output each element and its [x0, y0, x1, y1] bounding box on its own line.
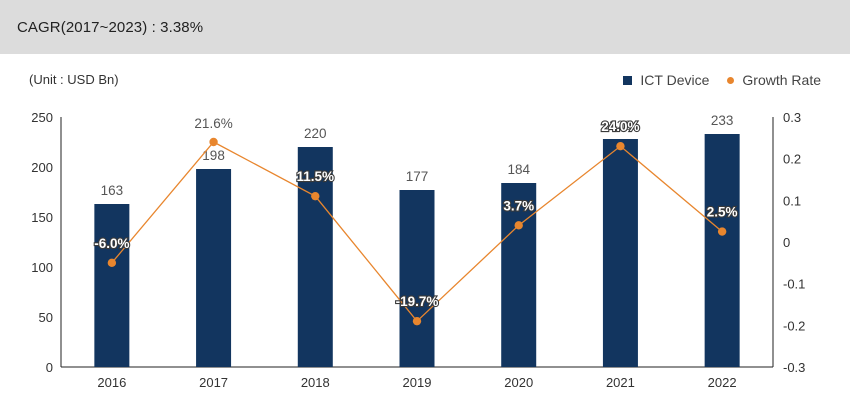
bar: [602, 139, 638, 367]
rate-labels: -6.0% 21.6% 11.5% -19.7% 3.7% 24.0% 2.5%: [93, 116, 739, 310]
dot-swatch-icon: [727, 76, 735, 84]
left-tick-label: 250: [31, 110, 53, 125]
growth-rate-point: [514, 221, 523, 230]
x-tick-label: 2016: [97, 375, 126, 390]
right-tick-label: 0.3: [783, 110, 801, 125]
legend-label-ict-device: ICT Device: [640, 72, 710, 88]
left-tick-label: 0: [46, 360, 53, 375]
x-tick-label: 2022: [708, 375, 737, 390]
bar-swatch-icon: [623, 75, 633, 85]
x-tick-label: 2020: [504, 375, 533, 390]
bar-value-label: 233: [711, 113, 734, 128]
right-tick-label: -0.3: [783, 360, 805, 375]
chart-header: CAGR(2017~2023) : 3.38%: [0, 0, 850, 54]
legend-item-growth-rate: Growth Rate: [727, 72, 821, 88]
bar: [399, 190, 435, 367]
growth-rate-label: 3.7%: [503, 198, 534, 213]
bar: [501, 183, 537, 367]
growth-rate-label: 2.5%: [707, 205, 738, 220]
growth-rate-point: [616, 141, 625, 151]
bar-value-label: 228: [609, 118, 632, 133]
left-tick-label: 50: [39, 310, 53, 325]
right-tick-label: 0.1: [783, 193, 801, 208]
growth-rate-label: -6.0%: [94, 236, 129, 251]
growth-rate-point: [209, 137, 218, 147]
bar: [94, 204, 130, 367]
x-tick-label: 2017: [199, 375, 228, 390]
bar-value-label: 220: [304, 126, 327, 141]
bar: [196, 169, 232, 367]
growth-rate-point: [412, 316, 422, 326]
bar-value-label: 184: [507, 162, 530, 177]
left-tick-label: 150: [31, 210, 53, 225]
growth-rate-label: -19.7%: [396, 294, 439, 309]
right-tick-label: 0.2: [783, 152, 801, 167]
bar-series: [94, 134, 740, 367]
right-tick-label: -0.1: [783, 277, 805, 292]
bar-value-label: 198: [202, 148, 225, 163]
bar-value-label: 163: [101, 183, 124, 198]
growth-rate-point: [311, 191, 320, 201]
right-tick-label: -0.2: [783, 318, 805, 333]
bar-labels: 163 198 220 177 184 228 233: [101, 113, 734, 198]
growth-rate-label: 11.5%: [297, 169, 335, 184]
legend-label-growth-rate: Growth Rate: [742, 72, 821, 88]
line-series: [107, 137, 727, 326]
left-tick-label: 200: [31, 160, 53, 175]
x-tick-label: 2019: [403, 375, 432, 390]
unit-label: (Unit : USD Bn): [29, 72, 119, 87]
bar-value-label: 177: [406, 169, 429, 184]
growth-rate-label: 24.0%: [601, 119, 639, 134]
growth-rate-point: [717, 227, 727, 236]
legend: ICT Device Growth Rate: [605, 72, 821, 88]
bar: [704, 134, 740, 367]
growth-rate-label: 21.6%: [194, 116, 232, 131]
bar: [297, 147, 333, 367]
right-tick-label: 0: [783, 235, 790, 250]
x-tick-label: 2018: [301, 375, 330, 390]
left-tick-label: 100: [31, 260, 53, 275]
legend-item-ict-device: ICT Device: [623, 72, 709, 88]
x-tick-label: 2021: [606, 375, 635, 390]
cagr-title: CAGR(2017~2023) : 3.38%: [17, 18, 204, 36]
growth-rate-point: [107, 258, 117, 268]
